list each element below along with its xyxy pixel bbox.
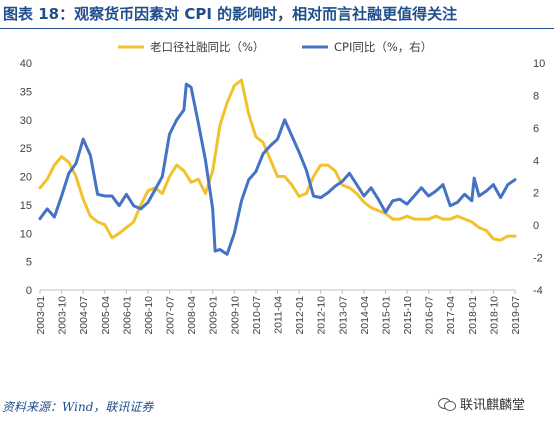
x-axis-tick-label: 2009-01 (208, 296, 220, 335)
wechat-icon (438, 397, 456, 411)
series-line-social-financing (38, 78, 517, 242)
x-axis-tick-label: 2004-07 (78, 296, 90, 335)
watermark-text: 联讯麒麟堂 (460, 398, 526, 413)
x-axis-tick-label: 2008-04 (186, 296, 198, 335)
right-axis-tick-label: 10 (533, 58, 545, 70)
right-axis-tick-label: 4 (533, 155, 539, 167)
legend-label: 老口径社融同比（%） (150, 40, 264, 54)
x-axis-tick-label: 2005-04 (100, 296, 112, 335)
x-axis-tick-label: 2018-01 (467, 296, 479, 335)
x-axis-tick-label: 2010-07 (251, 296, 263, 335)
left-axis-tick-label: 20 (20, 172, 32, 184)
x-axis-tick-label: 2013-07 (337, 296, 349, 335)
x-axis-tick-label: 2014-04 (359, 296, 371, 335)
right-axis-tick-label: 8 (533, 90, 539, 102)
left-axis-tick-label: 15 (20, 200, 32, 212)
chart-title: 图表 18：观察货币因素对 CPI 的影响时，相对而言社融更值得关注 (3, 5, 458, 23)
x-axis-tick-label: 2015-10 (402, 296, 414, 335)
x-axis-tick-label: 2015-01 (380, 296, 392, 335)
x-axis-tick-label: 2006-10 (143, 296, 155, 335)
left-axis-tick-label: 25 (20, 143, 32, 155)
series-line-cpi (38, 82, 517, 256)
x-axis-tick-label: 2009-10 (229, 296, 241, 335)
title-divider (0, 28, 554, 29)
legend-label: CPI同比（%，右） (334, 40, 432, 54)
x-axis-tick-label: 2016-07 (424, 296, 436, 335)
x-axis-tick-label: 2018-10 (488, 296, 500, 335)
x-axis-tick-label: 2017-04 (445, 296, 457, 335)
left-axis-tick-label: 35 (20, 86, 32, 98)
source-note: 资料来源：Wind，联讯证券 (2, 400, 154, 414)
x-axis-tick-label: 2019-07 (510, 296, 522, 335)
right-axis-tick-label: 0 (533, 220, 539, 232)
right-axis-tick-label: 6 (533, 123, 539, 135)
x-axis-tick-label: 2006-01 (121, 296, 133, 335)
right-axis-tick-label: -4 (533, 285, 543, 297)
left-axis-tick-label: 5 (26, 257, 32, 269)
x-axis-tick-label: 2007-07 (165, 296, 177, 335)
right-axis-tick-label: 2 (533, 188, 539, 200)
x-axis-tick-label: 2003-01 (35, 296, 47, 335)
x-axis-tick-label: 2011-04 (273, 296, 285, 334)
right-axis-tick-label: -2 (533, 253, 543, 265)
left-axis-tick-label: 30 (20, 115, 32, 127)
x-axis-tick-label: 2003-10 (57, 296, 69, 335)
watermark: 联讯麒麟堂 (438, 394, 525, 413)
left-axis-tick-label: 0 (26, 285, 32, 297)
left-axis-tick-label: 40 (20, 58, 32, 70)
line-chart: 0 5 10 15 20 25 30 35 40 -4 -2 0 2 4 6 8 10 2003-01 2003-1… (20, 40, 546, 335)
x-axis-tick-label: 2012-01 (294, 296, 306, 335)
x-axis-tick-label: 2012-10 (316, 296, 328, 335)
left-axis-tick-label: 10 (20, 228, 32, 240)
